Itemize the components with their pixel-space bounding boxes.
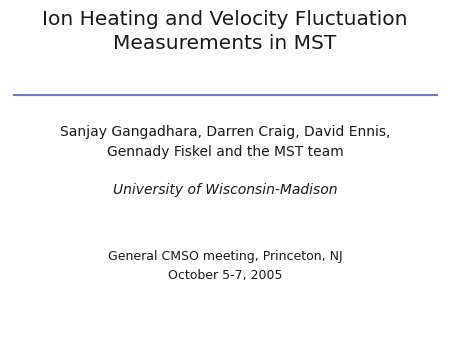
Text: General CMSO meeting, Princeton, NJ
October 5-7, 2005: General CMSO meeting, Princeton, NJ Octo… (108, 250, 342, 282)
Text: University of Wisconsin-Madison: University of Wisconsin-Madison (113, 183, 337, 196)
Text: Sanjay Gangadhara, Darren Craig, David Ennis,
Gennady Fiskel and the MST team: Sanjay Gangadhara, Darren Craig, David E… (60, 125, 390, 159)
Text: Ion Heating and Velocity Fluctuation
Measurements in MST: Ion Heating and Velocity Fluctuation Mea… (42, 10, 408, 53)
